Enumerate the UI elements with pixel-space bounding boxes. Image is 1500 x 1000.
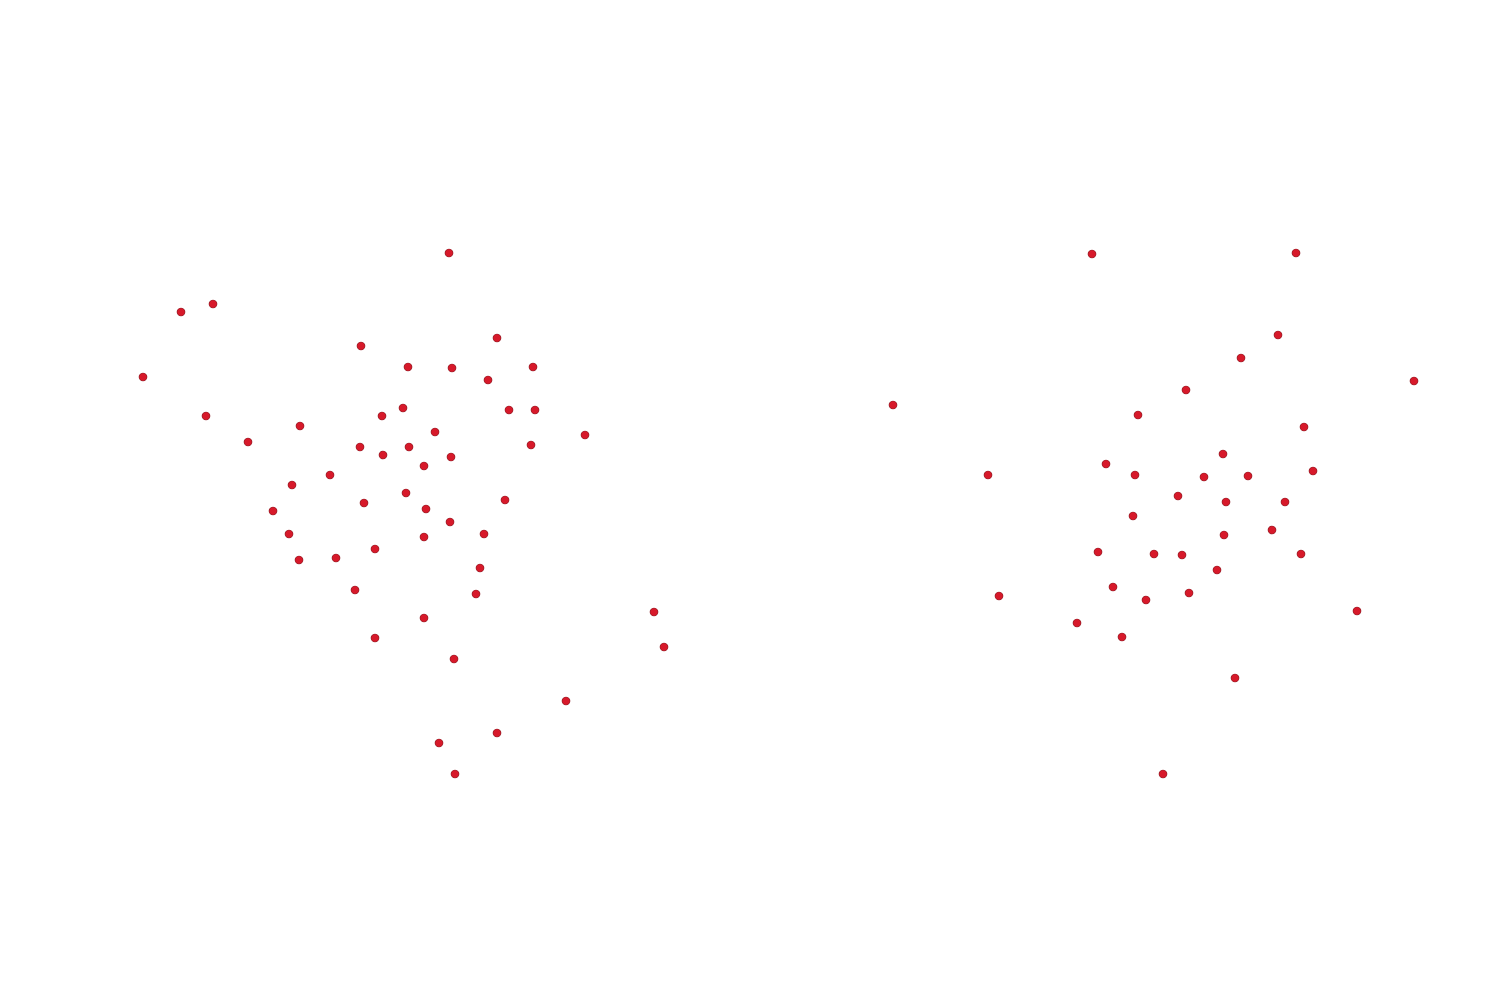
point (1243, 471, 1253, 481)
point (1199, 472, 1209, 482)
point (1173, 491, 1183, 501)
point (370, 544, 380, 554)
point (1280, 497, 1290, 507)
point (294, 555, 304, 565)
point (284, 529, 294, 539)
point (446, 452, 456, 462)
point (1273, 330, 1283, 340)
point (404, 442, 414, 452)
scatter-chart (138, 248, 669, 779)
point (447, 363, 457, 373)
point (659, 642, 669, 652)
point (1212, 565, 1222, 575)
point (994, 591, 1004, 601)
point (1108, 582, 1118, 592)
point (356, 341, 366, 351)
point (1072, 618, 1082, 628)
point (1352, 606, 1362, 616)
point (419, 461, 429, 471)
point (1130, 470, 1140, 480)
point (444, 248, 454, 258)
point (287, 480, 297, 490)
point (138, 372, 148, 382)
point (1236, 353, 1246, 363)
point (434, 738, 444, 748)
point (1308, 466, 1318, 476)
point (526, 440, 536, 450)
point (430, 427, 440, 437)
point (1230, 673, 1240, 683)
point (419, 532, 429, 542)
point (528, 362, 538, 372)
point (479, 529, 489, 539)
point (359, 498, 369, 508)
point (1101, 459, 1111, 469)
point (401, 488, 411, 498)
point (1181, 385, 1191, 395)
point (983, 470, 993, 480)
point (1267, 525, 1277, 535)
point (1184, 588, 1194, 598)
point (475, 563, 485, 573)
point (492, 728, 502, 738)
point (403, 362, 413, 372)
point (1087, 249, 1097, 259)
point (1221, 497, 1231, 507)
point (504, 405, 514, 415)
point (1219, 530, 1229, 540)
point (580, 430, 590, 440)
point (649, 607, 659, 617)
point (450, 769, 460, 779)
point (888, 400, 898, 410)
scatter-chart (888, 248, 1419, 779)
point (1093, 547, 1103, 557)
point (471, 589, 481, 599)
point (378, 450, 388, 460)
point (176, 307, 186, 317)
point (1149, 549, 1159, 559)
point (377, 411, 387, 421)
point (1218, 449, 1228, 459)
point (421, 504, 431, 514)
point (331, 553, 341, 563)
point (1296, 549, 1306, 559)
point (1409, 376, 1419, 386)
point (350, 585, 360, 595)
point (1158, 769, 1168, 779)
point (1177, 550, 1187, 560)
point (355, 442, 365, 452)
point (1133, 410, 1143, 420)
point (530, 405, 540, 415)
point (295, 421, 305, 431)
point (1128, 511, 1138, 521)
point (243, 437, 253, 447)
point (500, 495, 510, 505)
point (325, 470, 335, 480)
point (370, 633, 380, 643)
point (561, 696, 571, 706)
point (419, 613, 429, 623)
point (268, 506, 278, 516)
point (1291, 248, 1301, 258)
point (1299, 422, 1309, 432)
point (492, 333, 502, 343)
point (201, 411, 211, 421)
point (1141, 595, 1151, 605)
point (208, 299, 218, 309)
point (1117, 632, 1127, 642)
point (483, 375, 493, 385)
point (449, 654, 459, 664)
point (398, 403, 408, 413)
point (445, 517, 455, 527)
